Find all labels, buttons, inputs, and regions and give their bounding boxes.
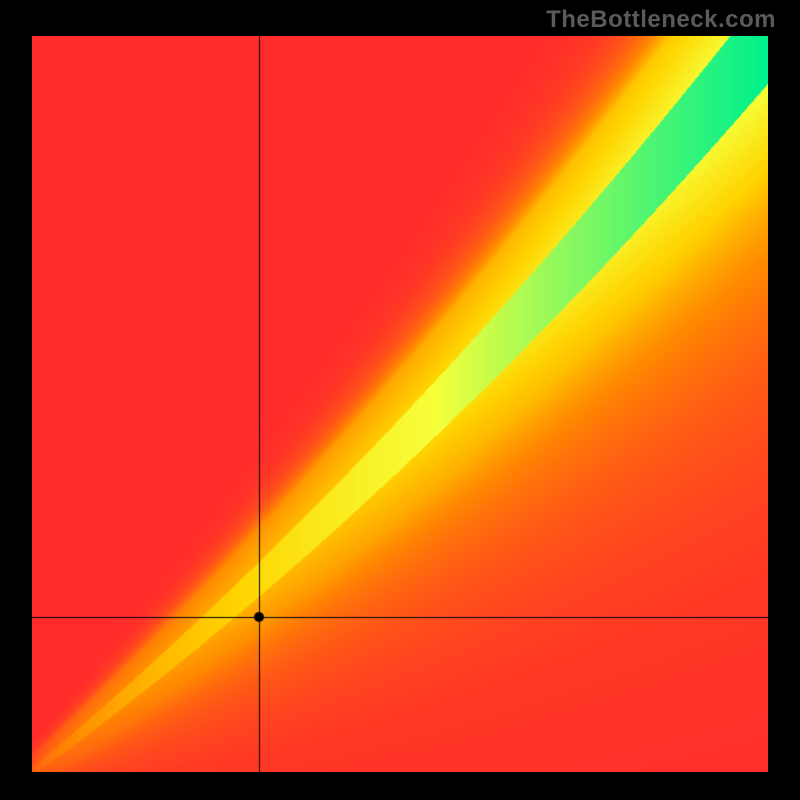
watermark-text: TheBottleneck.com: [546, 6, 776, 34]
black-outer-frame: TheBottleneck.com: [0, 0, 800, 800]
bottleneck-heatmap: [32, 36, 768, 772]
